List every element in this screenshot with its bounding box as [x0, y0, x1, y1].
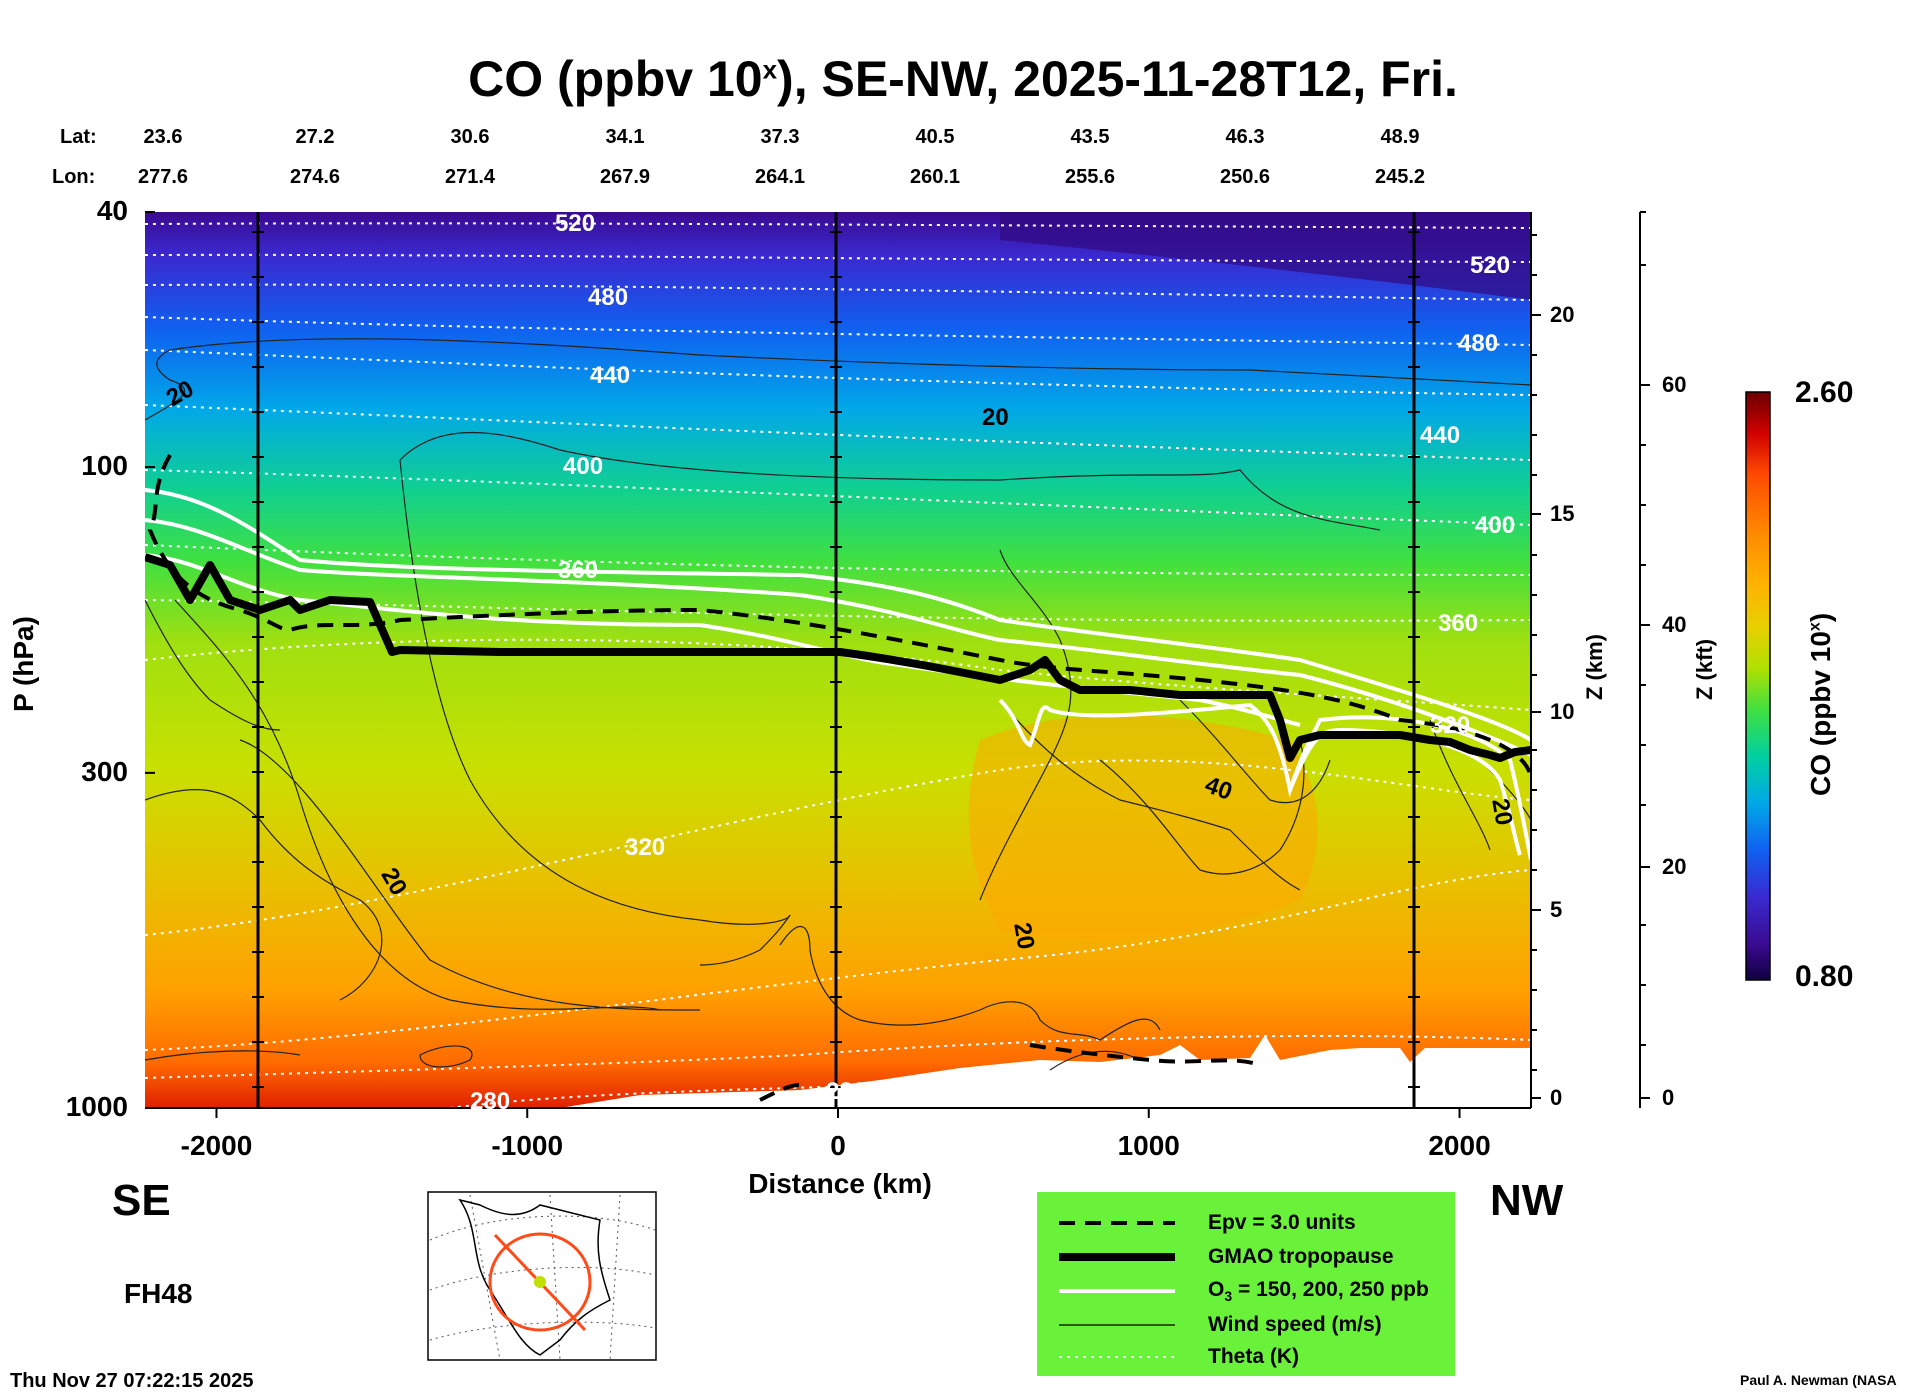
section-markers — [256, 212, 1416, 1108]
z-km-tick-label: 15 — [1550, 501, 1575, 526]
co-field — [145, 212, 1531, 1108]
lon-value: 255.6 — [1064, 166, 1116, 188]
z-km-tick-label: 5 — [1550, 897, 1563, 922]
lat-value: 37.3 — [760, 126, 800, 148]
theta-contour-label: 280 — [826, 1078, 867, 1105]
theta-contour-label: 520 — [1470, 252, 1511, 279]
theta-contour-label: 480 — [1458, 330, 1499, 357]
lat-value: 48.9 — [1380, 126, 1420, 148]
distance-tick-label: -1000 — [491, 1130, 564, 1161]
theta-contour-label: 520 — [555, 210, 596, 237]
legend-tropopause: GMAO tropopause — [1059, 1245, 1394, 1268]
lat-value: 46.3 — [1225, 126, 1265, 148]
pressure-axis-label: P (hPa) — [8, 616, 39, 712]
z-kft-axis-label: Z (kft) — [1692, 638, 1717, 700]
legend-epv: Epv = 3.0 units — [1059, 1211, 1356, 1234]
theta-contour-label: 360 — [558, 557, 599, 584]
z-kft-tick-label: 40 — [1662, 612, 1687, 637]
theta-contour-label: 320 — [625, 834, 666, 861]
lon-label: Lon: — [52, 166, 96, 188]
lat-label: Lat: — [60, 126, 97, 148]
pressure-tick-label: 40 — [96, 195, 128, 226]
chart-title: CO (ppbv 10x), SE-NW, 2025-11-28T12, Fri… — [468, 51, 1458, 107]
distance-tick-label: 0 — [830, 1130, 846, 1161]
credit: Paul A. Newman (NASA — [1740, 1372, 1897, 1388]
lon-value: 260.1 — [909, 166, 961, 188]
theta-contours — [145, 222, 1531, 1108]
theta-contour-label: 320 — [1430, 712, 1471, 739]
epv-contour — [147, 454, 1531, 1102]
z-km-tick-label: 0 — [1550, 1085, 1563, 1110]
forecast-hour: FH48 — [124, 1278, 193, 1309]
timestamp: Thu Nov 27 07:22:15 2025 — [10, 1370, 254, 1392]
lat-value: 27.2 — [295, 126, 335, 148]
distance-tick-label: 1000 — [1117, 1130, 1180, 1161]
direction-right: NW — [1490, 1176, 1564, 1225]
distance-tick-label: 2000 — [1428, 1130, 1491, 1161]
z-km-axis-label: Z (km) — [1582, 634, 1607, 700]
z-kft-tick-label: 20 — [1662, 854, 1687, 879]
theta-contour-label: 360 — [1438, 610, 1479, 637]
lat-value: 34.1 — [605, 126, 645, 148]
theta-contour-label: 440 — [590, 362, 631, 389]
legend-o3: O3 = 150, 200, 250 ppb — [1059, 1277, 1429, 1305]
colorbar-label: CO (ppbv 10x) — [1805, 612, 1836, 796]
legend-wind: Wind speed (m/s) — [1059, 1313, 1382, 1336]
lon-value: 274.6 — [289, 166, 341, 188]
inset-map — [427, 1191, 657, 1361]
distance-tick-label: -2000 — [180, 1130, 253, 1161]
theta-contour-label: 480 — [588, 284, 629, 311]
colorbar-max: 2.60 — [1795, 376, 1854, 409]
z-kft-tick-label: 60 — [1662, 372, 1687, 397]
theta-contour-label: 280 — [470, 1088, 511, 1115]
direction-left: SE — [112, 1176, 171, 1225]
lat-value: 40.5 — [915, 126, 955, 148]
distance-axis-label: Distance (km) — [748, 1168, 932, 1199]
z-km-tick-label: 10 — [1550, 699, 1575, 724]
lon-value: 245.2 — [1374, 166, 1426, 188]
z-kft-tick-label: 0 — [1662, 1085, 1675, 1110]
colorbar — [1745, 391, 1771, 981]
theta-contour-label: 400 — [563, 453, 604, 480]
wind-contour-label: 20 — [1008, 920, 1040, 952]
lat-value: 30.6 — [450, 126, 490, 148]
wind-contour-label: 20 — [982, 404, 1009, 431]
pressure-tick-label: 300 — [81, 755, 128, 787]
lat-value: 23.6 — [143, 126, 183, 148]
pressure-tick-label: 1000 — [65, 1091, 128, 1122]
legend: Epv = 3.0 units GMAO tropopause O3 = 150… — [1037, 1192, 1455, 1376]
lon-value: 267.9 — [599, 166, 651, 188]
z-km-tick-label: 20 — [1550, 302, 1575, 327]
theta-contour-label: 440 — [1420, 422, 1461, 449]
lon-value: 271.4 — [444, 166, 496, 188]
theta-contour-label: 400 — [1475, 512, 1516, 539]
pressure-tick-label: 100 — [81, 450, 128, 482]
lon-value: 277.6 — [137, 166, 189, 188]
lon-value: 250.6 — [1219, 166, 1271, 188]
colorbar-min: 0.80 — [1795, 960, 1854, 993]
lon-value: 264.1 — [754, 166, 806, 188]
legend-theta: Theta (K) — [1059, 1345, 1299, 1368]
lat-value: 43.5 — [1070, 126, 1110, 148]
gmao-tropopause — [145, 553, 1531, 762]
wind-contour-label: 20 — [1486, 796, 1518, 828]
